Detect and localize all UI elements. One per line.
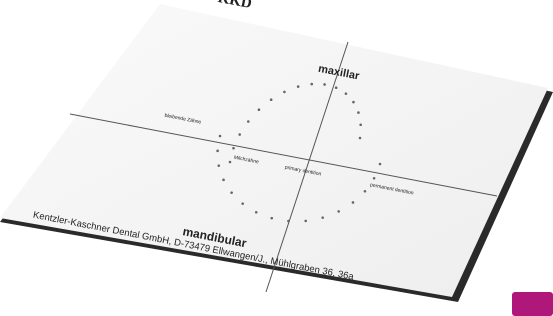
- tooth-dot: [219, 135, 222, 138]
- tooth-dot: [357, 111, 360, 114]
- tooth-dot: [352, 101, 355, 104]
- tooth-dot: [270, 217, 273, 220]
- tooth-dot: [373, 177, 376, 180]
- tooth-dot: [222, 179, 225, 182]
- photo: KKD maxillar mandibular bleibende Zähne …: [0, 0, 553, 316]
- tooth-dot: [297, 85, 300, 88]
- tooth-dot: [335, 86, 338, 89]
- tooth-dot: [230, 191, 233, 194]
- tooth-dot: [304, 220, 307, 223]
- tooth-dot: [359, 123, 362, 126]
- tooth-dot: [238, 133, 241, 136]
- corner-tab: [512, 292, 553, 316]
- tooth-dot: [283, 91, 286, 94]
- tooth-dot: [379, 163, 382, 166]
- tooth-dot: [337, 210, 340, 213]
- tooth-dot: [359, 137, 362, 140]
- tooth-dot: [229, 161, 232, 164]
- tooth-dot: [247, 120, 250, 123]
- tooth-dot: [241, 202, 244, 205]
- tooth-dot: [364, 190, 367, 193]
- tooth-dot: [345, 92, 348, 95]
- logo: KKD: [216, 0, 253, 12]
- tooth-dot: [323, 83, 326, 86]
- tooth-dot: [258, 108, 261, 111]
- tooth-dot: [255, 211, 258, 214]
- tooth-dot: [310, 83, 313, 86]
- card: [0, 4, 548, 297]
- tooth-dot: [352, 201, 355, 204]
- tooth-dot: [270, 98, 273, 101]
- tooth-dot: [287, 220, 290, 223]
- tooth-dot: [321, 216, 324, 219]
- tooth-dot: [232, 147, 235, 150]
- tooth-dot: [216, 150, 219, 153]
- tooth-dot: [217, 164, 220, 167]
